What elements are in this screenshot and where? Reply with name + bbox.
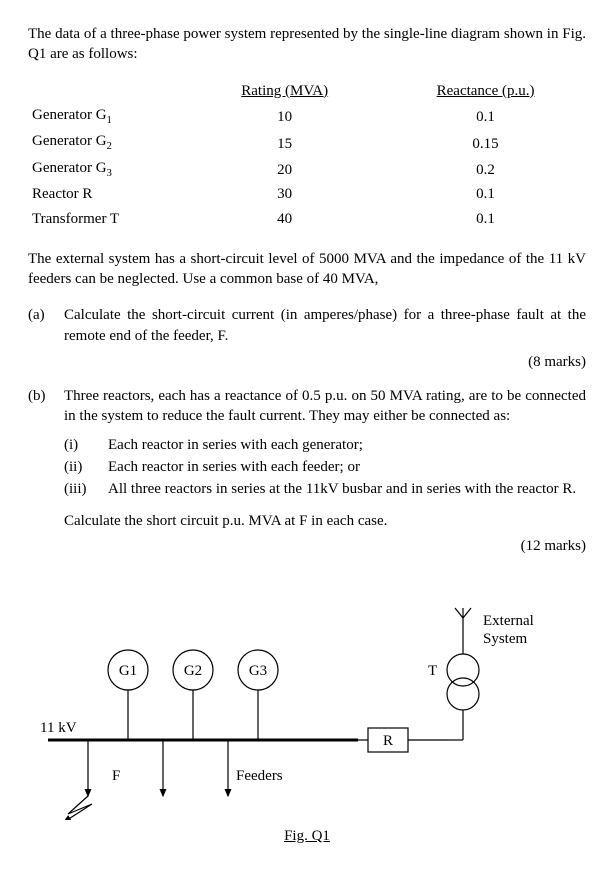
svg-text:T: T (428, 663, 437, 679)
context-paragraph: The external system has a short-circuit … (28, 249, 586, 290)
row-rating: 30 (184, 182, 385, 206)
row-reactance: 0.1 (385, 103, 586, 130)
svg-text:11 kV: 11 kV (40, 720, 77, 736)
option-i: (i) Each reactor in series with each gen… (64, 435, 586, 455)
row-label-sub: 1 (107, 114, 112, 126)
intro-text: The data of a three-phase power system r… (28, 24, 586, 65)
figure-caption: Fig. Q1 (28, 826, 586, 846)
row-rating: 40 (184, 207, 385, 231)
question-a-text: Calculate the short-circuit current (in … (64, 305, 586, 346)
row-label-sub: 3 (107, 167, 112, 179)
table-row: Generator G3 20 0.2 (28, 156, 586, 183)
svg-text:Feeders: Feeders (236, 768, 283, 784)
question-b-intro: Three reactors, each has a reactance of … (64, 386, 586, 427)
table-row: Transformer T 40 0.1 (28, 207, 586, 231)
question-b: (b) Three reactors, each has a reactance… (28, 386, 586, 427)
question-b-label: (b) (28, 386, 64, 427)
single-line-diagram: 11 kV G1 G2 G3 R T External System Feeders F (28, 570, 586, 820)
table-header-row: Rating (MVA) Reactance (p.u.) (28, 79, 586, 103)
svg-text:External: External (483, 613, 534, 629)
option-i-text: Each reactor in series with each generat… (108, 435, 586, 455)
row-label-sub: 2 (107, 140, 112, 152)
question-a-marks: (8 marks) (28, 352, 586, 372)
option-iii: (iii) All three reactors in series at th… (64, 479, 586, 499)
table-row: Generator G2 15 0.15 (28, 129, 586, 156)
row-label: Generator G (32, 107, 107, 123)
row-reactance: 0.1 (385, 207, 586, 231)
row-rating: 15 (184, 129, 385, 156)
header-reactance: Reactance (p.u.) (437, 83, 535, 99)
row-label: Transformer T (32, 211, 119, 227)
row-reactance: 0.2 (385, 156, 586, 183)
header-rating: Rating (MVA) (241, 83, 328, 99)
row-reactance: 0.1 (385, 182, 586, 206)
question-a: (a) Calculate the short-circuit current … (28, 305, 586, 346)
row-reactance: 0.15 (385, 129, 586, 156)
option-i-label: (i) (64, 435, 108, 455)
row-label: Reactor R (32, 186, 92, 202)
option-ii-text: Each reactor in series with each feeder;… (108, 457, 586, 477)
question-b-calc: Calculate the short circuit p.u. MVA at … (64, 511, 586, 531)
svg-text:G1: G1 (119, 663, 137, 679)
svg-text:G3: G3 (249, 663, 267, 679)
option-ii: (ii) Each reactor in series with each fe… (64, 457, 586, 477)
svg-text:R: R (383, 733, 393, 749)
question-b-marks: (12 marks) (28, 536, 586, 556)
option-iii-label: (iii) (64, 479, 108, 499)
parameters-table: Rating (MVA) Reactance (p.u.) Generator … (28, 79, 586, 231)
table-row: Generator G1 10 0.1 (28, 103, 586, 130)
svg-text:System: System (483, 631, 528, 647)
option-ii-label: (ii) (64, 457, 108, 477)
question-b-options: (i) Each reactor in series with each gen… (64, 435, 586, 500)
row-rating: 20 (184, 156, 385, 183)
svg-text:G2: G2 (184, 663, 202, 679)
row-rating: 10 (184, 103, 385, 130)
table-row: Reactor R 30 0.1 (28, 182, 586, 206)
svg-text:F: F (112, 768, 120, 784)
row-label: Generator G (32, 160, 107, 176)
option-iii-text: All three reactors in series at the 11kV… (108, 479, 586, 499)
row-label: Generator G (32, 133, 107, 149)
question-a-label: (a) (28, 305, 64, 346)
